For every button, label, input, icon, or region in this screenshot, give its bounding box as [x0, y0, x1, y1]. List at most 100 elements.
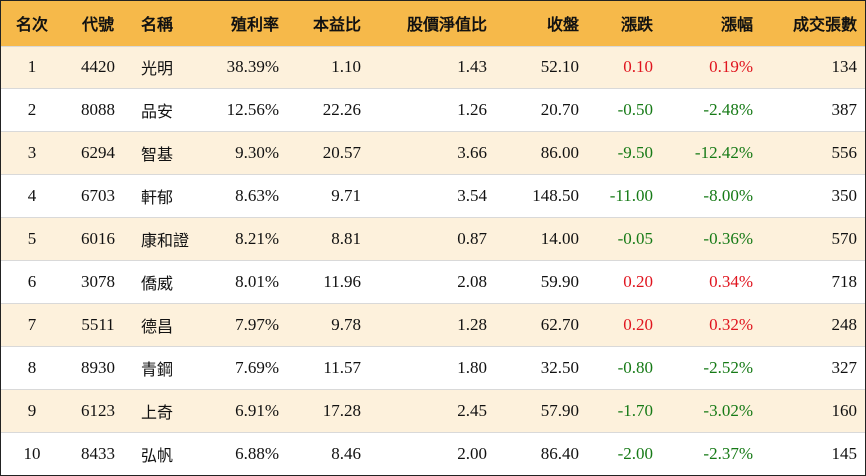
cell-volume: 556	[831, 143, 858, 163]
header-pe[interactable]: 本益比	[312, 15, 361, 35]
cell-change: -1.70	[617, 400, 653, 420]
table-row[interactable]: 4 6703 軒郁 8.63% 9.71 3.54 148.50 -11.00 -8.00% 35…	[1, 174, 865, 218]
cell-change-pct: -12.42%	[694, 143, 753, 163]
cell-name[interactable]: 青鋼	[141, 359, 174, 379]
cell-yield: 7.69%	[235, 357, 279, 377]
cell-pe: 11.96	[323, 271, 361, 291]
cell-close: 148.50	[532, 186, 579, 206]
cell-volume: 570	[831, 229, 858, 248]
cell-code[interactable]: 6123	[81, 400, 115, 420]
cell-yield: 6.88%	[235, 443, 279, 463]
cell-change-pct: 0.32%	[709, 314, 753, 334]
cell-close: 62.70	[540, 314, 579, 334]
cell-change: -0.05	[617, 229, 653, 248]
cell-pb: 1.80	[457, 357, 487, 377]
cell-rank: 1	[27, 57, 37, 77]
cell-rank: 5	[27, 229, 37, 248]
header-name[interactable]: 名稱	[141, 15, 174, 35]
table-row[interactable]: 8 8930 青鋼 7.69% 11.57 1.80 32.50 -0.80 -2.52% 327	[1, 346, 865, 390]
cell-pe: 9.71	[331, 186, 361, 206]
cell-name[interactable]: 德昌	[141, 316, 174, 336]
cell-change: -2.00	[617, 443, 653, 463]
cell-name[interactable]: 康和證	[141, 231, 190, 250]
cell-rank: 6	[27, 271, 37, 291]
header-pb[interactable]: 股價淨值比	[406, 15, 487, 35]
cell-change: -9.50	[617, 143, 653, 163]
cell-change: -11.00	[609, 186, 653, 206]
cell-close: 57.90	[540, 400, 579, 420]
table-row[interactable]: 6 3078 僑威 8.01% 11.96 2.08 59.90 0.20 0.34% 718	[1, 260, 865, 304]
cell-pb: 2.00	[457, 443, 487, 463]
cell-name[interactable]: 智基	[141, 145, 174, 165]
cell-yield: 12.56%	[226, 100, 279, 120]
cell-rank: 7	[27, 314, 37, 334]
cell-change: 0.10	[623, 57, 653, 77]
cell-pe: 11.57	[323, 357, 361, 377]
header-change[interactable]: 漲跌	[620, 15, 653, 35]
table-row[interactable]: 1 4420 光明 38.39% 1.10 1.43 52.10 0.10 0.19% 134	[1, 46, 865, 89]
table-row[interactable]: 2 8088 品安 12.56% 22.26 1.26 20.70 -0.50 -2.48% 38…	[1, 88, 865, 132]
cell-code[interactable]: 6294	[81, 143, 115, 163]
cell-code[interactable]: 6703	[81, 186, 115, 206]
cell-pb: 1.28	[457, 314, 487, 334]
header-yield[interactable]: 殖利率	[230, 15, 279, 35]
cell-code[interactable]: 8088	[81, 100, 115, 120]
cell-yield: 8.21%	[235, 229, 279, 248]
cell-name[interactable]: 僑威	[141, 273, 174, 293]
cell-change: 0.20	[623, 271, 653, 291]
table-row[interactable]: 3 6294 智基 9.30% 20.57 3.66 86.00 -9.50 -12.42% 55…	[1, 131, 865, 175]
table-header: 名次 代號 名稱 殖利率 本益比 股價淨值比 收盤 漲跌 漲幅 成交張數	[1, 1, 865, 46]
header-code[interactable]: 代號	[81, 15, 114, 35]
cell-volume: 248	[831, 314, 858, 334]
cell-volume: 387	[831, 100, 858, 120]
cell-name[interactable]: 弘帆	[141, 445, 174, 465]
cell-code[interactable]: 6016	[81, 229, 115, 248]
cell-code[interactable]: 4420	[81, 57, 115, 77]
cell-volume: 327	[831, 357, 858, 377]
cell-pe: 8.81	[331, 229, 361, 248]
cell-close: 14.00	[540, 229, 579, 248]
cell-pb: 2.45	[457, 400, 487, 420]
cell-volume: 134	[831, 57, 858, 77]
cell-change: 0.20	[623, 314, 653, 334]
cell-pe: 9.78	[331, 314, 361, 334]
header-close[interactable]: 收盤	[546, 15, 579, 35]
cell-code[interactable]: 5511	[81, 314, 115, 334]
cell-name[interactable]: 品安	[141, 102, 174, 122]
table-row[interactable]: 9 6123 上奇 6.91% 17.28 2.45 57.90 -1.70 -3.02% 160	[1, 389, 865, 433]
cell-change-pct: -2.37%	[703, 443, 753, 463]
cell-pb: 3.66	[457, 143, 487, 163]
cell-rank: 8	[27, 357, 37, 377]
cell-pe: 22.26	[322, 100, 361, 120]
cell-name[interactable]: 上奇	[141, 402, 174, 422]
cell-code[interactable]: 8930	[81, 357, 115, 377]
header-volume[interactable]: 成交張數	[792, 15, 857, 35]
cell-pb: 3.54	[457, 186, 487, 206]
cell-rank: 9	[27, 400, 37, 420]
header-change-pct[interactable]: 漲幅	[720, 15, 753, 35]
cell-pb: 1.43	[457, 57, 487, 77]
cell-change-pct: -8.00%	[703, 186, 753, 206]
cell-name[interactable]: 軒郁	[141, 188, 174, 208]
cell-close: 32.50	[540, 357, 579, 377]
table-row[interactable]: 5 6016 康和證 8.21% 8.81 0.87 14.00 -0.05 -0.36% 570	[1, 217, 865, 261]
cell-yield: 6.91%	[235, 400, 279, 420]
cell-code[interactable]: 8433	[81, 443, 115, 463]
table-body: 1 4420 光明 38.39% 1.10 1.43 52.10 0.10 0.19% 134 2 8…	[1, 46, 865, 475]
cell-volume: 145	[831, 443, 858, 463]
cell-name[interactable]: 光明	[141, 59, 174, 79]
header-row: 名次 代號 名稱 殖利率 本益比 股價淨值比 收盤 漲跌 漲幅 成交張數	[1, 1, 865, 46]
cell-change: -0.80	[617, 357, 653, 377]
cell-volume: 160	[831, 400, 858, 420]
cell-close: 86.00	[540, 143, 579, 163]
table-row[interactable]: 10 8433 弘帆 6.88% 8.46 2.00 86.40 -2.00 -2.37% 145	[1, 432, 865, 475]
cell-code[interactable]: 3078	[81, 271, 115, 291]
table-row[interactable]: 7 5511 德昌 7.97% 9.78 1.28 62.70 0.20 0.32% 248	[1, 303, 865, 347]
cell-yield: 8.01%	[235, 271, 279, 291]
cell-close: 52.10	[540, 57, 579, 77]
header-rank[interactable]: 名次	[15, 15, 48, 35]
cell-pb: 2.08	[457, 271, 487, 291]
cell-close: 59.90	[540, 271, 579, 291]
